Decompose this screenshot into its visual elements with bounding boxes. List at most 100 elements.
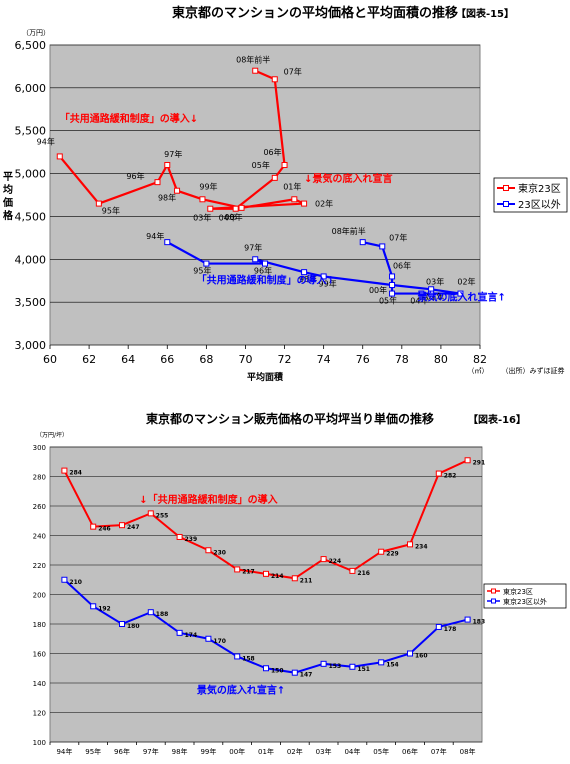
chart1-point-label: 07年 [389,232,407,242]
chart2-y-tick-label: 200 [33,592,46,600]
chart2-legend-box [483,583,567,609]
chart2-x-tick-label: 96年 [114,747,130,756]
chart1-figure-label: 【図表-15】 [456,7,514,20]
chart1-legend-marker [503,185,509,191]
chart2-data-label: 230 [213,549,226,556]
chart1-point-label: 98年 [158,193,176,203]
chart1-x-tick-label: 76 [356,353,370,366]
chart2-data-point [320,556,327,563]
chart1-source: （出所）みずほ証券 [502,366,565,375]
chart1-x-tick-label: 80 [434,353,448,366]
chart2-data-point [147,510,154,517]
chart2-annotation: ↓「共用通路緩和制度」の導入 [139,493,277,506]
chart1-data-point [271,76,278,83]
chart2-data-label: 158 [242,655,255,662]
chart2-data-point [407,541,413,548]
chart1-x-axis-label: 平均面積 [247,371,284,383]
chart2-data-point [234,566,241,573]
chart1-data-point [164,162,171,168]
chart1-y-tick-label: 5,500 [15,125,47,138]
chart1-data-point [154,179,161,186]
chart1-annotation: 「共用通路緩和制度」の導入↓ [60,112,198,125]
chart2-x-tick-label: 06年 [402,747,418,756]
chart1-point-label: 95年 [193,266,211,276]
chart2-x-tick-label: 95年 [85,747,101,756]
chart1-point-label: 05年 [252,160,270,170]
chart2-data-label: 224 [329,558,342,565]
chart2-data-label: 229 [386,551,399,558]
chart2-data-point [263,570,269,577]
chart2-data-point [435,623,442,630]
chart1-title: 東京都のマンションの平均価格と平均面積の推移 [172,5,458,21]
chart2-x-tick-label: 98年 [172,747,188,756]
chart1-data-point [301,200,308,207]
chart2-data-label: 170 [213,638,226,645]
chart1-data-point [95,200,102,207]
chart2-data-point [291,575,298,582]
chart1-y-tick-label: 4,000 [15,253,47,266]
chart1-point-label: 08年前半 [332,226,366,236]
chart1-y-tick-label: 4,500 [15,210,47,223]
chart1-point-label: 94年 [146,231,164,241]
chart1-data-point [252,256,259,263]
chart1-point-label: 02年 [457,277,475,287]
chart1-data-point [389,282,396,288]
chart1-data-point [301,269,308,276]
chart2-x-tick-label: 05年 [373,747,389,756]
chart1-y-axis-label: 平 [3,171,13,183]
chart2-data-point [291,669,298,676]
chart1-data-point [320,273,327,280]
chart1-data-point [199,196,206,203]
chart2-legend-marker [491,598,496,604]
chart1-y-tick-label: 5,000 [15,168,47,181]
chart2-data-point [378,548,385,555]
chart2-y-tick-label: 300 [33,444,46,452]
chart2-x-tick-label: 00年 [229,747,245,756]
chart1-y-axis-label: 格 [3,209,14,222]
chart2-data-point [147,609,154,616]
chart1-data-point [252,67,259,74]
chart1-point-label: 04年 [219,213,237,223]
chart1-data-point [271,174,278,181]
chart2-x-tick-label: 07年 [431,747,447,756]
chart1-x-tick-label: 68 [199,353,213,366]
chart1-legend-label: 東京23区 [518,182,561,195]
chart2-x-tick-label: 04年 [344,747,360,756]
chart1-data-point [232,205,239,212]
chart2-data-label: 183 [473,619,486,626]
chart1-data-point [238,204,245,211]
chart2-x-tick-label: 02年 [287,747,303,756]
chart2-data-point [378,659,385,666]
chart1-point-label: 07年 [284,66,302,76]
chart2-data-point [263,665,269,672]
chart1-x-tick-label: 74 [317,353,331,366]
chart1-point-label: 00年 [224,212,242,222]
chart2-data-label: 192 [98,605,111,612]
chart1-data-point [56,153,63,160]
chart1-point-label: 08年前半 [236,55,270,65]
chart1-x-tick-label: 66 [160,353,174,366]
chart2-data-point [119,621,125,627]
chart1-x-tick-label: 82 [473,353,487,366]
chart1-x-tick-label: 64 [121,353,135,366]
chart2-data-label: 210 [69,579,82,586]
chart2-y-tick-label: 240 [33,533,46,541]
chart1-point-label: 05年 [379,296,397,306]
chart2-title: 東京都のマンション販売価格の平均坪当り単価の推移 [146,411,434,426]
chart2-data-label: 214 [271,573,284,580]
chart2-data-point [176,533,183,540]
chart1-point-label: 01年 [426,291,444,301]
chart2-data-point [464,616,471,623]
chart2-y-tick-label: 100 [33,739,46,747]
chart2-x-tick-label: 03年 [316,747,332,756]
chart2-legend-marker [491,588,496,594]
chart2-legend-label: 東京23区 [503,587,533,596]
chart1-x-tick-label: 60 [43,353,57,366]
chart2-y-tick-label: 160 [33,651,46,659]
chart2-y-tick-label: 260 [33,503,46,511]
chart1-data-point [262,260,268,267]
chart2-x-tick-label: 01年 [258,747,274,756]
chart2-data-point [349,567,356,574]
chart2-data-point [407,650,413,657]
chart1-annotation: 景気の底入れ宣言↑ [417,290,505,303]
